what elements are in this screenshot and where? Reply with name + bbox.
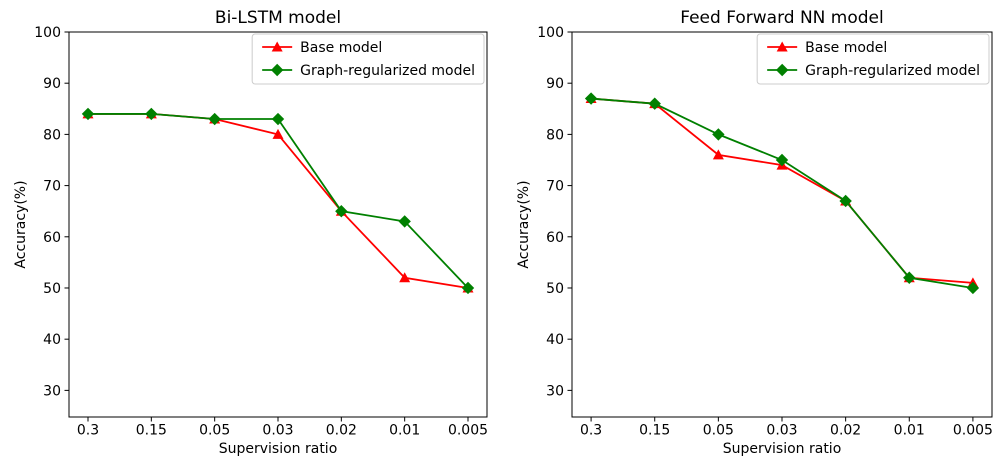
y-tick-label: 80	[546, 127, 564, 143]
x-tick-label: 0.02	[830, 423, 861, 439]
x-tick-label: 0.02	[326, 423, 357, 439]
series-graph-regularized-model	[584, 92, 980, 295]
chart-title: Feed Forward NN model	[680, 8, 884, 28]
legend: Base model Graph-regularized model	[756, 33, 990, 85]
diamond-marker	[335, 204, 348, 218]
legend-label: Graph-regularized model	[805, 63, 980, 79]
y-tick-label: 90	[43, 76, 61, 92]
diamond-marker	[775, 153, 789, 167]
diamond-marker	[648, 97, 661, 110]
y-tick-label: 100	[34, 25, 61, 41]
series-line	[591, 97, 974, 289]
legend-frame	[756, 33, 990, 85]
diamond-marker	[208, 112, 221, 126]
diamond-marker	[145, 107, 158, 121]
axes-feed-forward-nn-model: 30 40 50 60 70 80 90 100 0.3 0.15 0.05 0.03 0.02 0.01…	[516, 8, 993, 457]
x-tick-label: 0.05	[703, 423, 734, 439]
plot-border	[571, 31, 993, 418]
diamond-marker	[775, 63, 789, 77]
x-tick-label: 0.005	[448, 423, 488, 439]
legend-label: Base model	[805, 40, 887, 56]
x-tick-label: 0.03	[766, 423, 797, 439]
series-graph-regularized-model	[81, 107, 475, 295]
x-tick-label: 0.3	[580, 423, 602, 439]
y-tick-label: 90	[546, 76, 564, 92]
legend-label: Base model	[300, 40, 382, 56]
series-line	[591, 97, 973, 284]
axes-bi-lstm-model: 30 40 50 60 70 80 90 100 0.3 0.15 0.05 0.03 0.02 0.01…	[13, 8, 488, 457]
y-tick-label: 40	[43, 332, 61, 348]
x-tick-label: 0.15	[136, 423, 167, 439]
diamond-marker	[81, 107, 95, 121]
triangle-up-marker	[399, 272, 411, 283]
y-axis-label: Accuracy(%)	[13, 180, 29, 268]
x-tick-label: 0.05	[199, 423, 230, 439]
legend-label: Graph-regularized model	[300, 63, 475, 79]
x-tick-label: 0.3	[77, 423, 99, 439]
series-base-model	[585, 93, 979, 288]
y-tick-label: 50	[43, 281, 61, 297]
diamond-marker	[584, 92, 598, 105]
y-tick-label: 60	[43, 230, 61, 246]
series-line	[88, 113, 469, 289]
x-axis-label: Supervision ratio	[219, 441, 338, 457]
diamond-marker	[270, 63, 284, 77]
triangle-up-marker	[272, 128, 284, 139]
diamond-marker	[271, 112, 285, 126]
diamond-marker	[712, 128, 725, 141]
series-line	[88, 113, 469, 289]
series-base-model	[82, 108, 474, 293]
legend: Base model Graph-regularized model	[251, 33, 485, 85]
y-axis-label: Accuracy(%)	[516, 180, 532, 268]
y-tick-label: 100	[537, 25, 564, 41]
x-tick-label: 0.03	[262, 423, 293, 439]
x-axis-label: Supervision ratio	[723, 441, 842, 457]
y-tick-label: 30	[43, 383, 61, 399]
triangle-up-marker	[712, 149, 724, 160]
legend-frame	[251, 33, 485, 85]
y-tick-label: 50	[546, 281, 564, 297]
y-tick-label: 60	[546, 230, 564, 246]
x-tick-label: 0.01	[894, 423, 925, 439]
plot-border	[68, 31, 488, 418]
x-tick-label: 0.01	[389, 423, 420, 439]
y-tick-label: 70	[43, 179, 61, 195]
diamond-marker	[903, 271, 916, 284]
diamond-marker	[398, 215, 411, 228]
y-tick-label: 40	[546, 332, 564, 348]
y-tick-label: 70	[546, 179, 564, 195]
x-tick-label: 0.005	[953, 423, 993, 439]
triangle-up-marker	[776, 41, 788, 52]
triangle-up-marker	[271, 41, 283, 52]
chart-title: Bi-LSTM model	[215, 8, 341, 28]
diamond-marker	[461, 281, 475, 295]
diamond-marker	[966, 281, 980, 295]
x-tick-label: 0.15	[639, 423, 670, 439]
diamond-marker	[839, 194, 852, 208]
y-tick-label: 30	[546, 383, 564, 399]
y-tick-label: 80	[43, 127, 61, 143]
